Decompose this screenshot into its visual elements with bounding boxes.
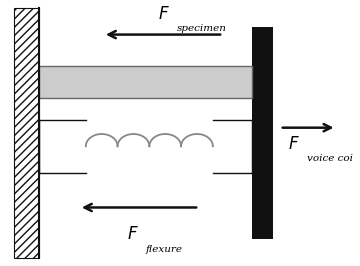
- Text: $F$: $F$: [288, 136, 300, 153]
- Text: $F$: $F$: [158, 6, 170, 23]
- Text: voice coi: voice coi: [307, 154, 353, 163]
- Text: specimen: specimen: [177, 24, 227, 33]
- Text: $F$: $F$: [127, 226, 139, 243]
- Text: flexure: flexure: [146, 245, 183, 254]
- Bar: [252, 27, 273, 239]
- Bar: [40, 66, 252, 98]
- Bar: [14, 8, 40, 258]
